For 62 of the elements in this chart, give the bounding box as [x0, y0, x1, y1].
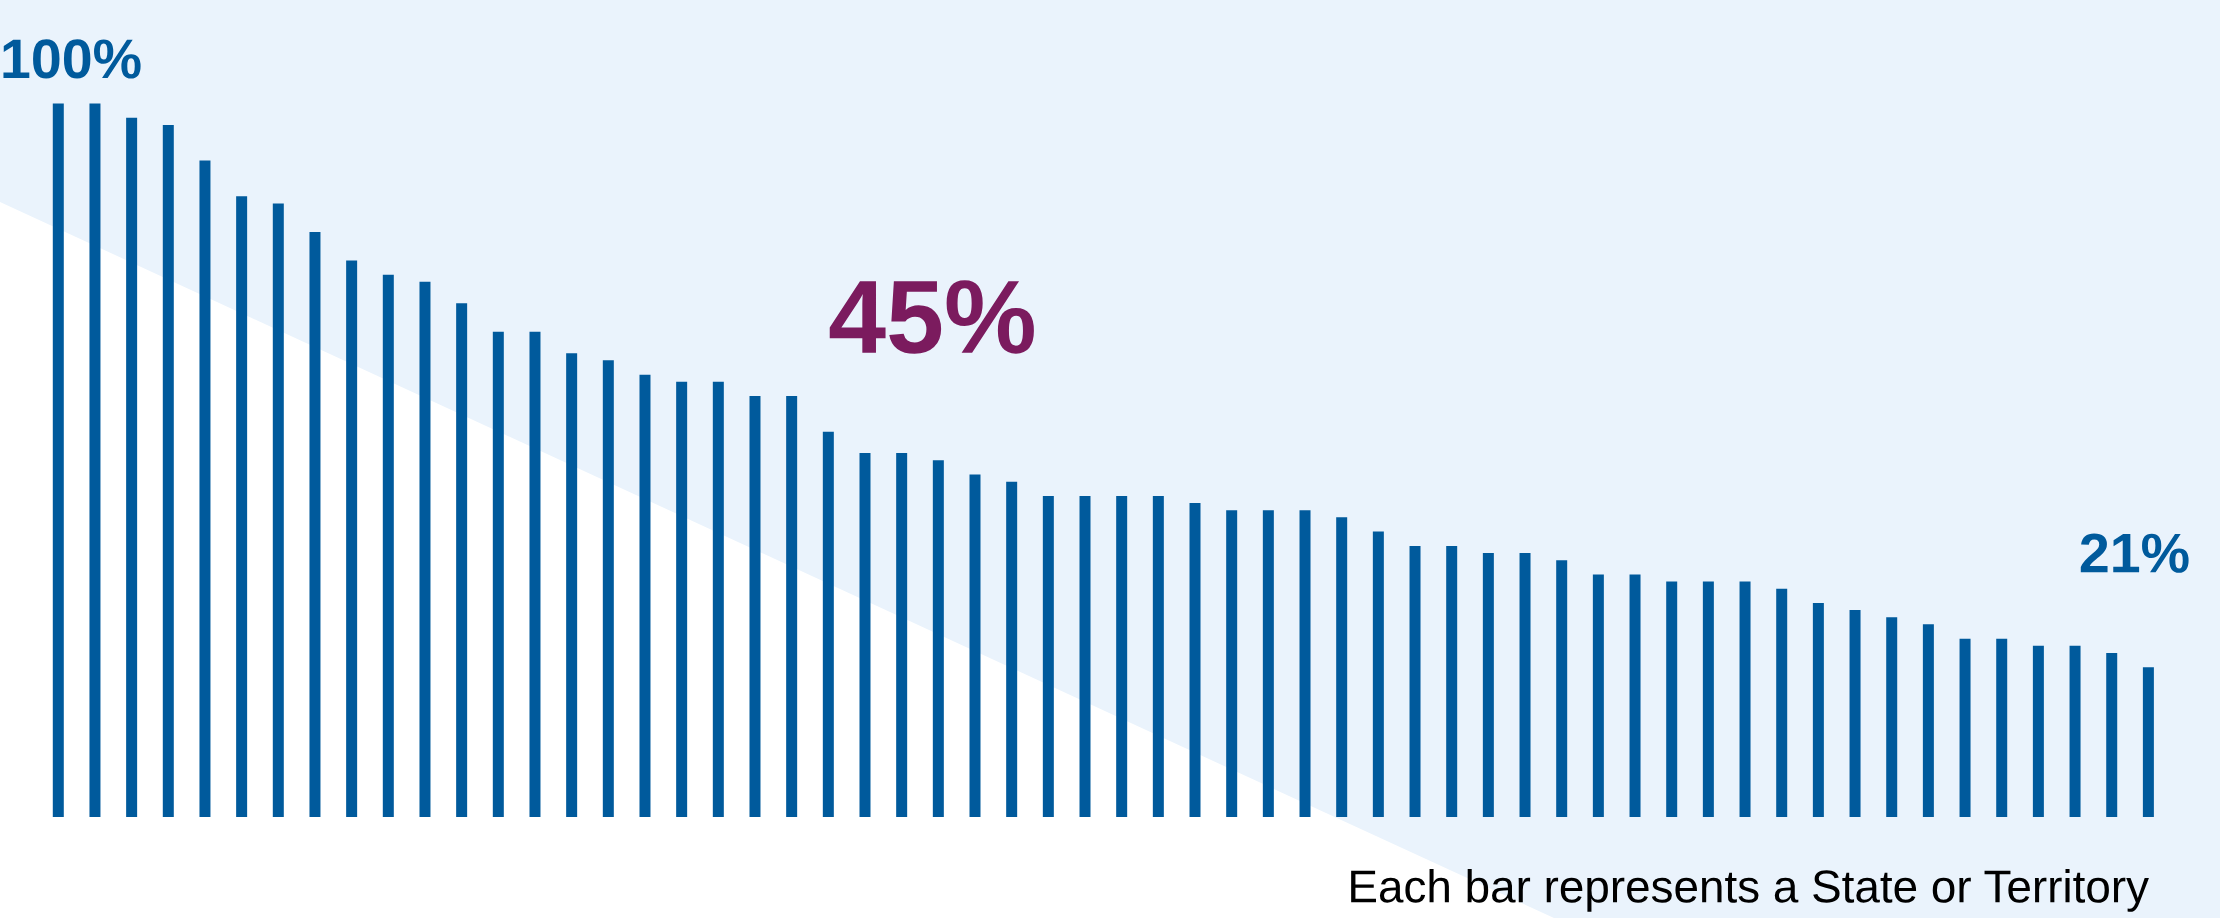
- bar: [1519, 553, 1531, 818]
- bar: [1886, 617, 1898, 818]
- bar: [2032, 645, 2044, 818]
- bar: [749, 396, 761, 818]
- bar: [1592, 574, 1604, 818]
- bar: [1042, 495, 1054, 818]
- bar: [1226, 510, 1238, 818]
- annotation: 45%: [829, 280, 1034, 354]
- bar: [199, 160, 211, 818]
- bar: [896, 453, 908, 818]
- bar: [236, 196, 248, 818]
- bar: [1849, 610, 1861, 818]
- bar: [346, 260, 358, 818]
- bar: [1556, 560, 1568, 818]
- bar: [1629, 574, 1641, 818]
- bar: [859, 453, 871, 818]
- bar: [822, 431, 834, 818]
- bar: [2142, 667, 2154, 818]
- bar: [89, 103, 101, 818]
- bar: [1482, 553, 1494, 818]
- bar: [2106, 652, 2118, 818]
- bar: [639, 374, 651, 818]
- bar: [162, 124, 174, 818]
- bar: [382, 274, 394, 818]
- bar: [1702, 581, 1714, 818]
- bar: [602, 360, 614, 818]
- bar: [1776, 588, 1788, 818]
- bar: [2069, 645, 2081, 818]
- bar: [272, 203, 284, 818]
- bar: [1409, 545, 1421, 818]
- bar: [492, 331, 504, 818]
- bar: [676, 381, 688, 818]
- bar: [566, 353, 578, 818]
- bar: [1996, 638, 2008, 818]
- bar: [419, 281, 431, 818]
- bar: [1812, 602, 1824, 818]
- text: Each bar represents a State or Territory: [1351, 869, 2149, 912]
- bar: [712, 381, 724, 818]
- data-label: 21%: [2080, 533, 2189, 573]
- bar: [126, 117, 138, 818]
- bar: [932, 460, 944, 818]
- bar: [1666, 581, 1678, 818]
- bar: [529, 331, 541, 818]
- bar: [1116, 495, 1128, 818]
- bar: [1446, 545, 1458, 818]
- bar: [1372, 531, 1384, 818]
- bar: [1079, 495, 1091, 818]
- bar: [1336, 517, 1348, 818]
- bar: [1006, 481, 1018, 818]
- bar: [1189, 503, 1201, 818]
- bar: [1922, 624, 1934, 818]
- bar: [309, 231, 321, 818]
- bar: [1152, 495, 1164, 818]
- bar: [1739, 581, 1751, 818]
- bar: [786, 396, 798, 818]
- bar: [52, 103, 64, 818]
- bar: [969, 474, 981, 818]
- bar: [456, 303, 468, 818]
- bar: [1299, 510, 1311, 818]
- bar: [1262, 510, 1274, 818]
- bar: [1959, 638, 1971, 818]
- data-label: 100%: [3, 39, 141, 79]
